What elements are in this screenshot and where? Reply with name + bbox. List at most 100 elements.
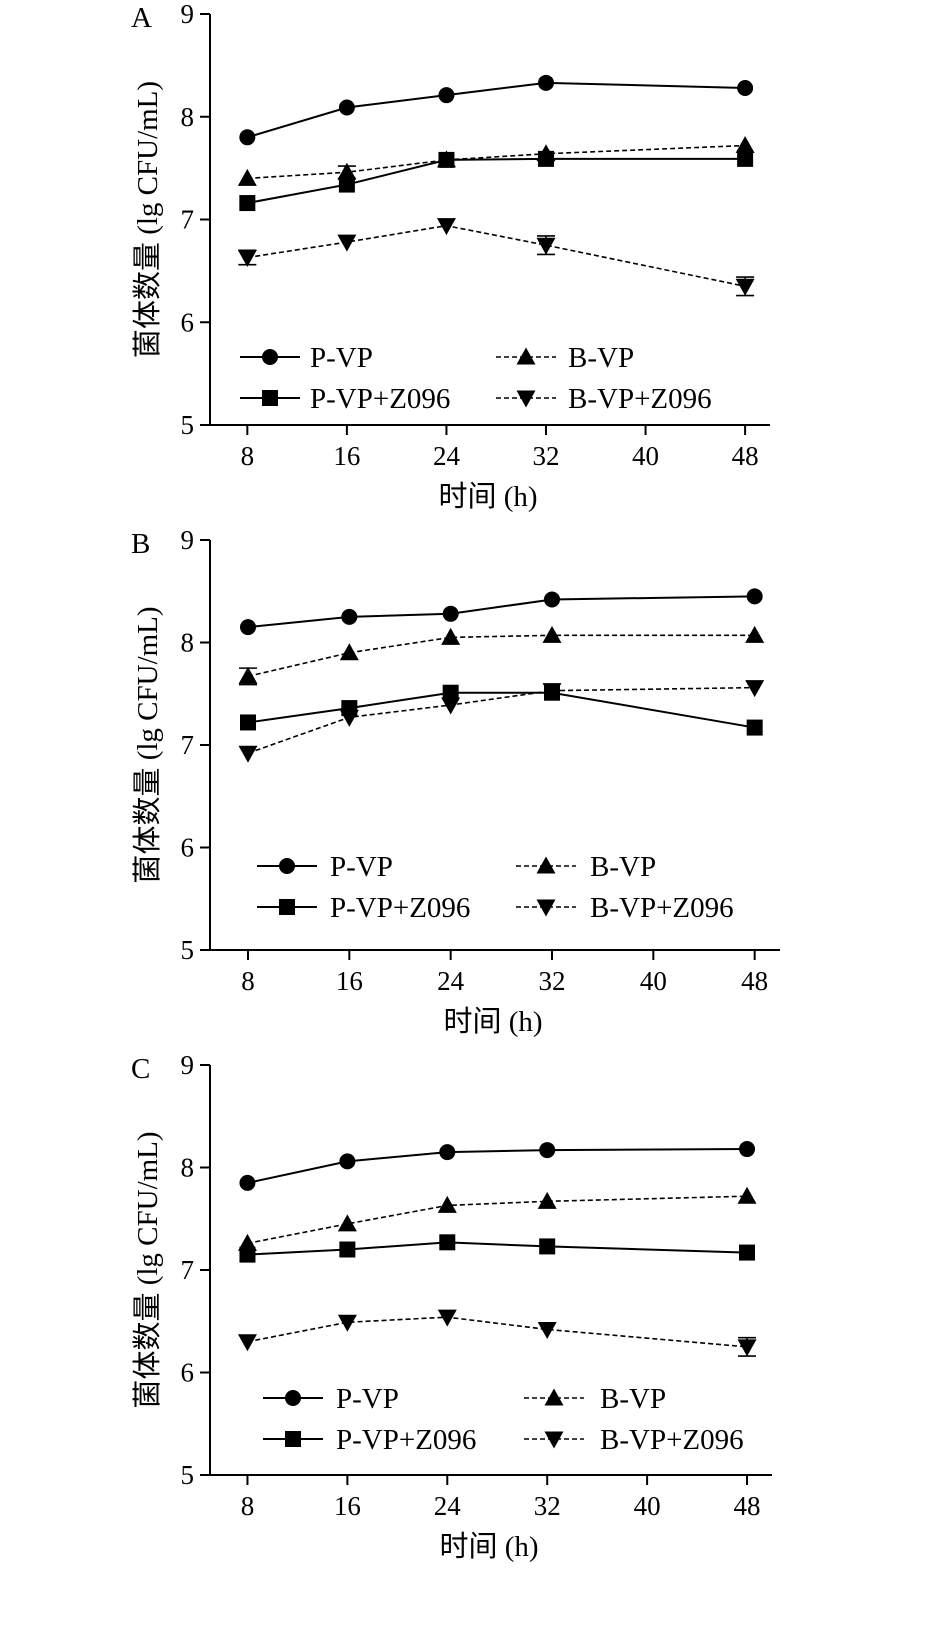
y-tick-label: 5 <box>181 410 195 440</box>
legend-label: B-VP <box>568 342 634 374</box>
legend-item: B-VP <box>496 342 634 374</box>
series-line <box>247 634 755 678</box>
x-tick-label: 48 <box>741 966 768 996</box>
data-point <box>341 608 358 625</box>
x-tick-label: 32 <box>539 966 566 996</box>
y-tick-label: 9 <box>181 1050 195 1080</box>
x-axis-label: 时间 (h) <box>438 480 537 513</box>
legend-marker <box>536 899 556 917</box>
data-point <box>542 625 562 643</box>
series-line <box>247 157 746 205</box>
legend-item: P-VP <box>240 342 373 374</box>
x-axis-label: 时间 (h) <box>439 1530 538 1563</box>
legend-marker <box>536 856 556 874</box>
legend-marker <box>285 1431 301 1447</box>
data-point <box>542 683 562 701</box>
legend-marker <box>516 390 536 408</box>
data-point <box>239 195 256 212</box>
y-tick-label: 7 <box>181 1255 195 1285</box>
data-point <box>441 627 461 645</box>
x-tick-label: 40 <box>634 1491 661 1521</box>
chart-panel-b: 5 6 7 8 9 8 16 24 32 40 48 B 时间 (h) 菌体数量 (lg CFU/mL) P… <box>131 525 780 1038</box>
data-point <box>339 1241 356 1258</box>
chart-panel-c: 5 6 7 8 9 8 16 24 32 40 48 C 时间 (h) 菌体数量 (lg CFU/mL) P… <box>131 1050 772 1563</box>
data-point <box>240 619 256 636</box>
chart-panel-a: 5 6 7 8 9 8 16 24 32 40 48 A 时间 (h) 菌体数量 (lg CFU/mL) P… <box>131 0 770 513</box>
legend-item: P-VP <box>263 1383 399 1415</box>
data-point <box>239 1174 256 1191</box>
data-point <box>237 168 257 186</box>
legend-label: B-VP+Z096 <box>600 1424 744 1456</box>
legend: P-VP B-VP P-VP+Z096 B-VP+Z096 <box>240 342 712 415</box>
x-tick-label: 40 <box>640 966 667 996</box>
data-point <box>337 162 357 180</box>
y-tick-label: 8 <box>181 628 195 658</box>
y-tick-label: 5 <box>181 935 195 965</box>
series-line <box>247 224 746 288</box>
data-point <box>746 719 763 736</box>
data-point <box>737 1339 757 1357</box>
data-point <box>737 150 754 167</box>
legend-item: B-VP <box>524 1383 666 1415</box>
y-tick-label: 9 <box>181 0 195 29</box>
legend-item: B-VP+Z096 <box>524 1424 744 1456</box>
data-point <box>338 176 355 193</box>
data-point <box>239 1246 256 1263</box>
y-tick-label: 8 <box>181 1153 195 1183</box>
legend-item: P-VP <box>257 851 393 883</box>
legend-marker <box>544 1431 564 1449</box>
data-point <box>737 1186 757 1204</box>
series-b-vp <box>237 1186 757 1251</box>
x-tick-label: 48 <box>734 1491 761 1521</box>
legend-label: P-VP <box>330 851 393 883</box>
legend-label: B-VP <box>590 851 656 883</box>
data-point <box>442 605 459 622</box>
data-point <box>437 1195 457 1213</box>
legend-item: B-VP+Z096 <box>496 383 712 415</box>
series-line <box>247 1195 748 1245</box>
data-point <box>339 1153 356 1170</box>
data-point <box>337 1314 357 1332</box>
data-point <box>538 74 554 91</box>
series-b-vp-z096 <box>238 680 765 763</box>
y-tick-label: 5 <box>181 1460 195 1490</box>
data-point <box>745 625 765 643</box>
data-point <box>439 1234 456 1251</box>
data-point <box>437 1309 457 1327</box>
series-p-vp <box>239 1141 756 1191</box>
data-point <box>436 218 456 236</box>
series-b-vp <box>238 625 765 686</box>
data-point <box>337 1214 357 1232</box>
data-point <box>536 237 556 255</box>
data-point <box>739 1244 756 1261</box>
y-tick-label: 7 <box>181 730 195 760</box>
data-point <box>237 1334 257 1352</box>
series-p-vp <box>240 588 763 636</box>
data-point <box>339 643 359 661</box>
x-tick-label: 8 <box>241 966 255 996</box>
legend-label: P-VP <box>336 1383 399 1415</box>
data-point <box>537 1191 557 1209</box>
legend-label: B-VP+Z096 <box>568 383 712 415</box>
data-point <box>544 591 560 608</box>
data-point <box>537 1321 557 1339</box>
series-line <box>247 1241 748 1256</box>
data-point <box>338 99 355 116</box>
series-p-vp-z096 <box>239 1234 756 1263</box>
legend-marker <box>262 349 278 365</box>
x-tick-label: 8 <box>241 1491 255 1521</box>
legend-item: P-VP+Z096 <box>240 383 450 415</box>
data-point <box>739 1141 756 1158</box>
data-point <box>238 745 258 763</box>
legend-item: B-VP <box>516 851 656 883</box>
legend-marker <box>516 347 536 365</box>
series-b-vp-z096 <box>237 1309 757 1357</box>
series-line <box>247 686 755 754</box>
x-tick-label: 24 <box>434 1491 462 1521</box>
x-axis-label: 时间 (h) <box>443 1005 542 1038</box>
legend-label: P-VP+Z096 <box>336 1424 476 1456</box>
data-point <box>238 666 258 684</box>
data-point <box>438 151 455 168</box>
data-point <box>240 714 256 731</box>
